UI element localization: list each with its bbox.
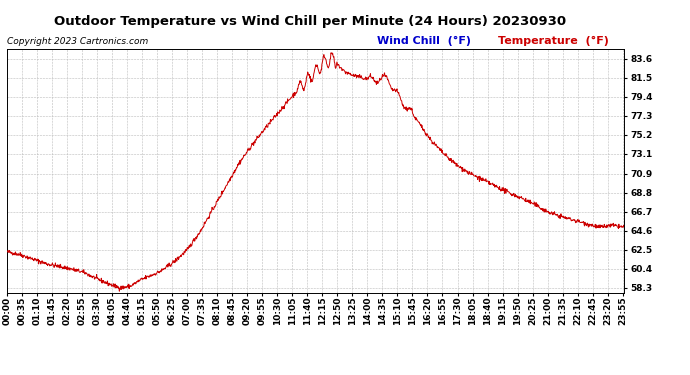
Text: Wind Chill  (°F): Wind Chill (°F) — [377, 36, 471, 46]
Text: Copyright 2023 Cartronics.com: Copyright 2023 Cartronics.com — [7, 38, 148, 46]
Text: Outdoor Temperature vs Wind Chill per Minute (24 Hours) 20230930: Outdoor Temperature vs Wind Chill per Mi… — [55, 15, 566, 28]
Text: Temperature  (°F): Temperature (°F) — [498, 36, 609, 46]
